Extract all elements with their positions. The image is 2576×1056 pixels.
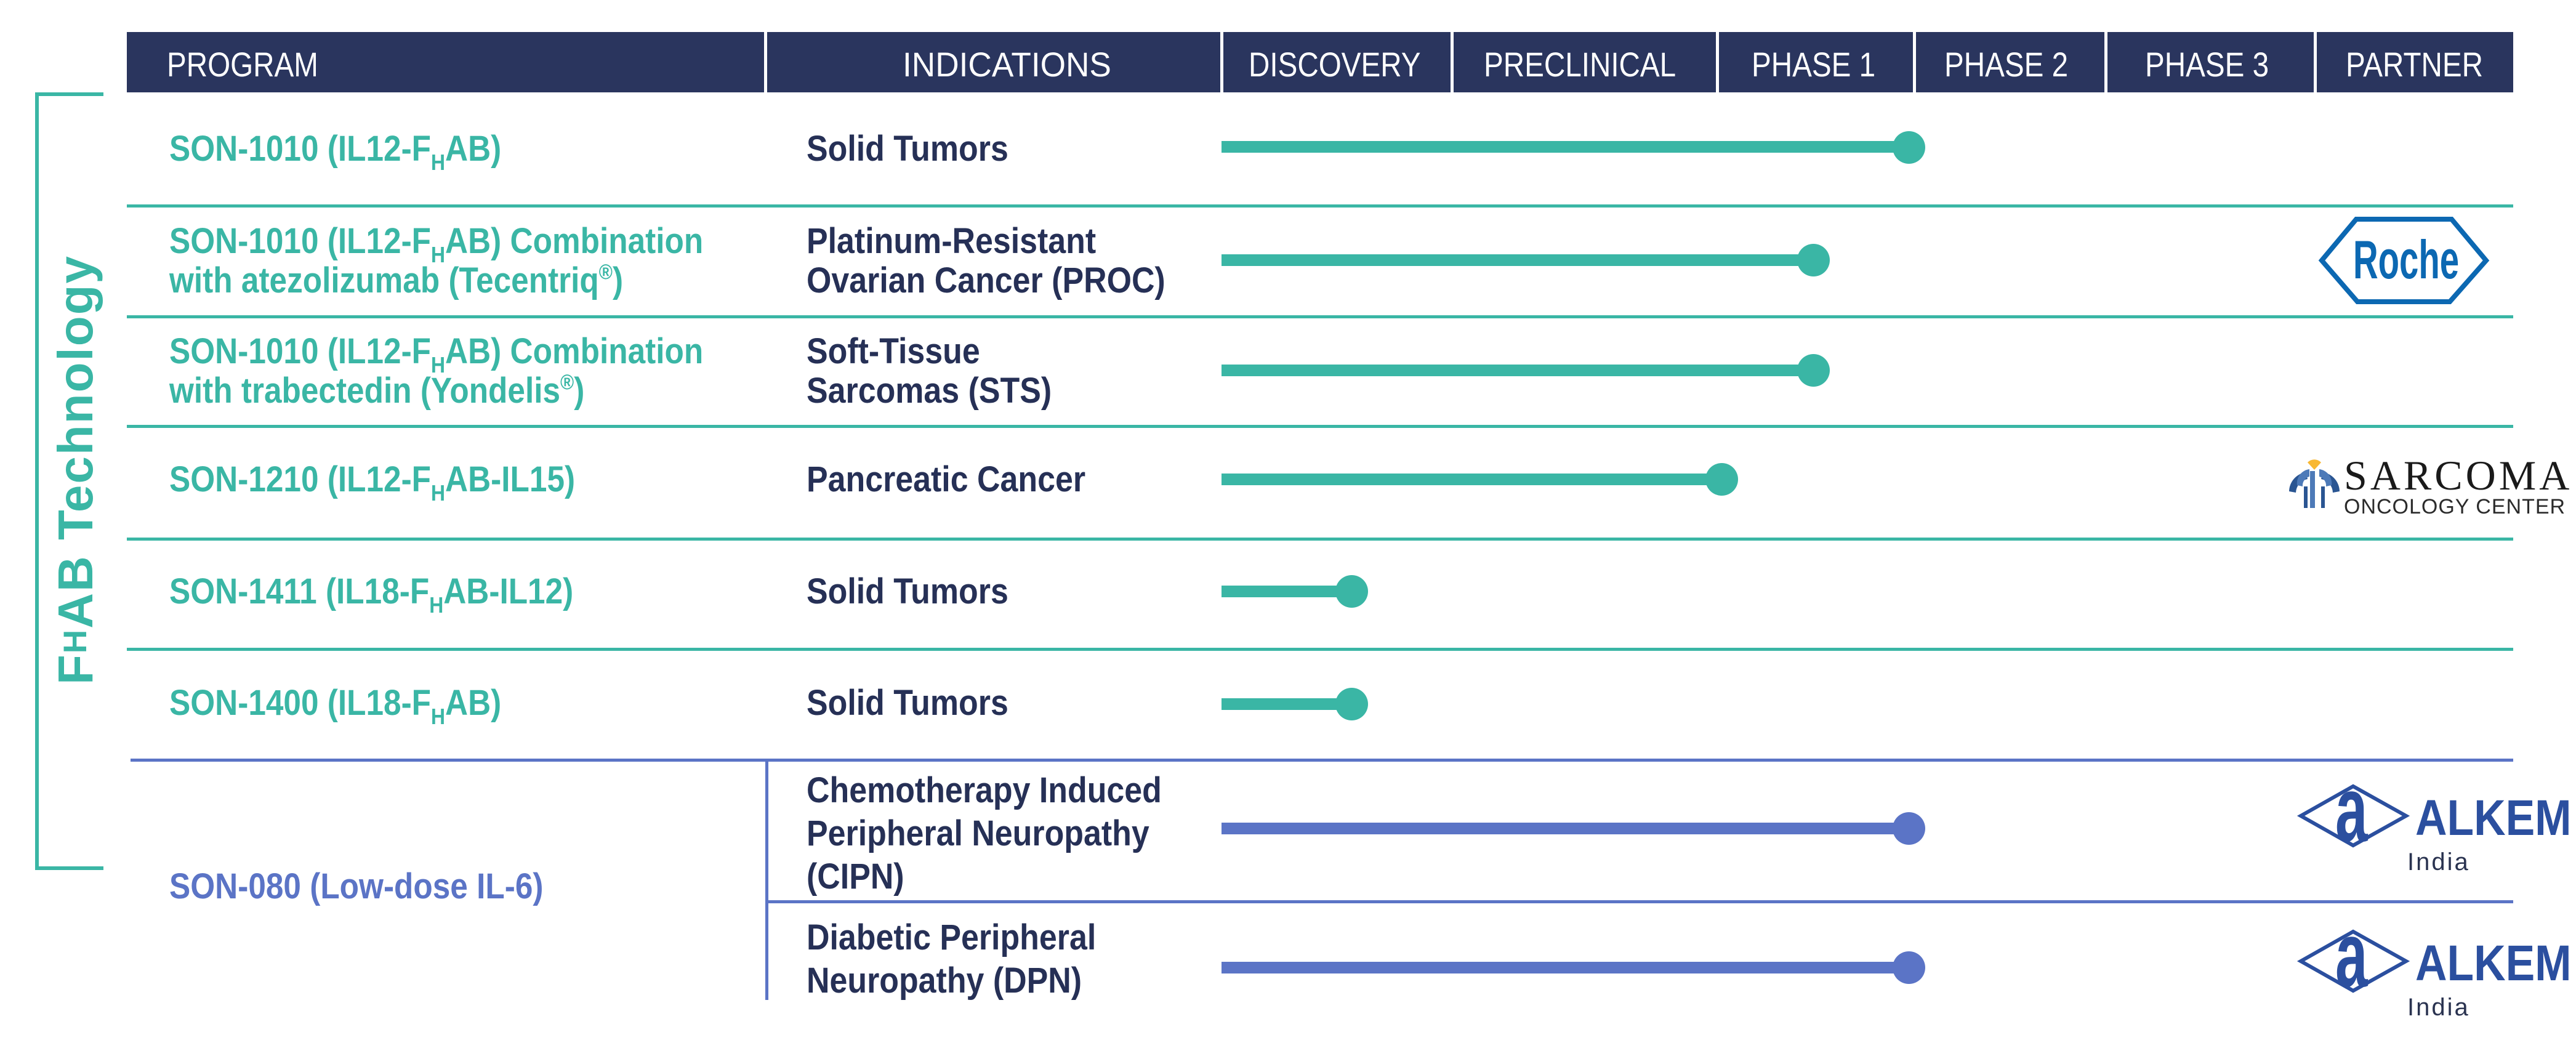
svg-text:ONCOLOGY CENTER: ONCOLOGY CENTER (2344, 495, 2566, 518)
svg-text:ALKEM: ALKEM (2415, 935, 2572, 991)
svg-text:Roche: Roche (2353, 229, 2459, 290)
svg-text:India: India (2407, 848, 2470, 876)
svg-text:SARCOMA: SARCOMA (2344, 453, 2572, 499)
svg-text:a: a (2335, 764, 2369, 861)
svg-text:a: a (2335, 909, 2369, 1006)
svg-text:ALKEM: ALKEM (2415, 789, 2572, 846)
svg-text:India: India (2407, 994, 2470, 1021)
